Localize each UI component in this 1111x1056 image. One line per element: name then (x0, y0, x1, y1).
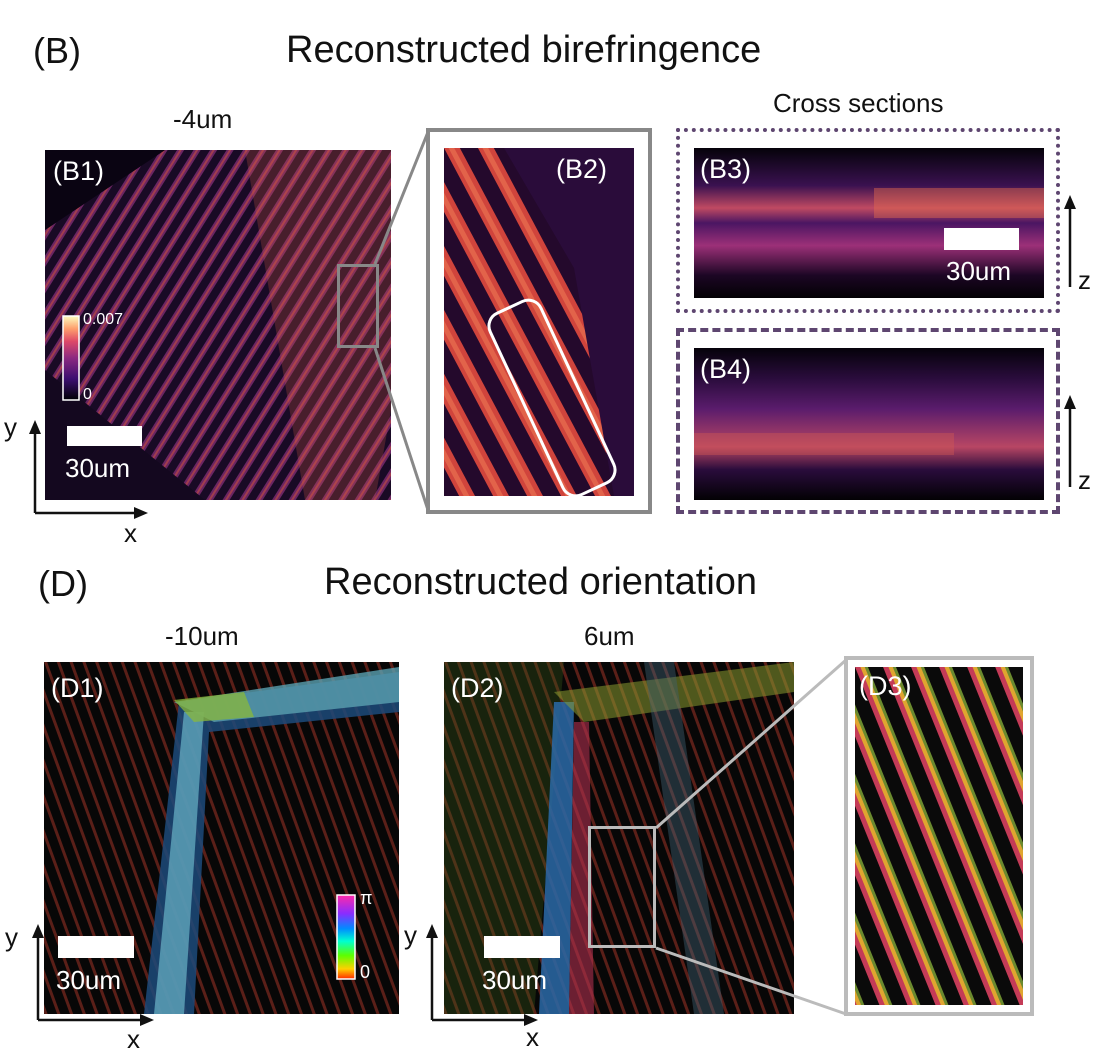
panel-b4-frame: (B4) (676, 328, 1060, 514)
d2-scalebar (484, 936, 560, 958)
b1-zoom-region (337, 264, 379, 348)
panel-b1-label: (B1) (53, 156, 105, 186)
b1-scalebar-label: 30um (65, 453, 131, 483)
panel-b3-frame: (B3) 30um (676, 128, 1060, 313)
d1-scalebar (58, 936, 134, 958)
section-b-title: Reconstructed birefringence (286, 29, 762, 71)
d1-scalebar-label: 30um (56, 965, 122, 995)
panel-b3-image: (B3) 30um (694, 148, 1044, 298)
panel-b2-label: (B2) (556, 154, 608, 184)
d1-x-label: x (127, 1024, 140, 1054)
cross-sections-label: Cross sections (773, 88, 944, 118)
birefringence-colorbar (62, 315, 80, 401)
panel-b4-image: (B4) (694, 348, 1044, 500)
panel-d2-image: (D2) 30um (444, 662, 794, 1014)
b4-z-label: z (1078, 465, 1091, 495)
panel-d2-label: (D2) (451, 673, 504, 703)
d2-scalebar-label: 30um (482, 965, 548, 995)
d1-y-label: y (5, 922, 18, 952)
orientation-colorbar (336, 894, 356, 980)
b4-z-axis (1064, 395, 1076, 487)
panel-d3-label: (D3) (859, 671, 912, 701)
d2-x-label: x (526, 1022, 539, 1052)
b1-x-label: x (124, 518, 137, 548)
panel-d3-frame: (D3) (844, 656, 1034, 1016)
b1-y-label: y (4, 412, 17, 442)
panel-d1-image: (D1) π 0 30um (44, 662, 399, 1014)
d2-xy-axes (426, 924, 538, 1026)
panel-b2-image: (B2) (444, 148, 634, 496)
panel-d3-image: (D3) (855, 667, 1023, 1005)
d2-y-label: y (404, 920, 417, 950)
panel-b4-label: (B4) (700, 354, 752, 384)
b1-scalebar (67, 426, 142, 446)
panel-d1-label: (D1) (51, 673, 104, 703)
d2-zoom-region (588, 826, 656, 948)
orientation-colorbar-max: π (360, 888, 373, 908)
panel-b3-label: (B3) (700, 154, 752, 184)
d1-depth-label: -10um (165, 621, 239, 651)
b2-zoom-connector (373, 131, 430, 511)
panel-b2-frame: (B2) (426, 128, 652, 514)
colorbar-max-label: 0.007 (83, 311, 124, 328)
panel-b1-image: (B1) 0.007 0 30um (45, 150, 391, 500)
b1-xy-axes (29, 420, 148, 519)
b3-scalebar-label: 30um (946, 256, 1012, 286)
section-b-letter: (B) (33, 30, 81, 71)
section-d-title: Reconstructed orientation (324, 561, 758, 603)
d2-depth-label: 6um (584, 621, 635, 651)
b3-scalebar (944, 228, 1019, 250)
colorbar-min-label: 0 (83, 386, 92, 403)
section-d-letter: (D) (38, 563, 88, 604)
d1-xy-axes (32, 924, 154, 1026)
b3-z-axis (1064, 195, 1076, 287)
b1-depth-label: -4um (173, 104, 233, 134)
orientation-colorbar-min: 0 (360, 962, 371, 982)
d3-zoom-connector (655, 658, 847, 1016)
b3-z-label: z (1078, 265, 1091, 295)
